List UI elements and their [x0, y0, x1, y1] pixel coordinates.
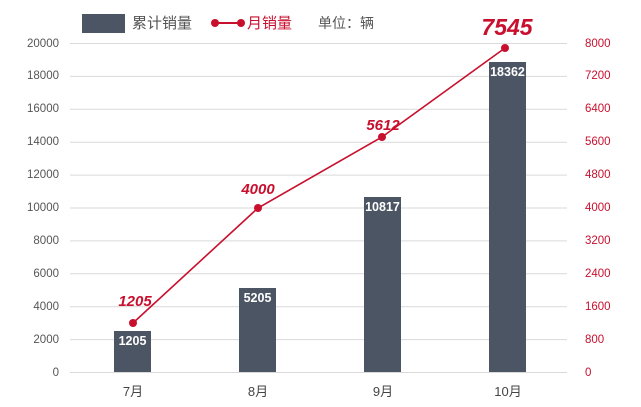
right-tick: 7200: [585, 70, 611, 83]
legend-line-label: 月销量: [247, 15, 293, 32]
line-point-label: 4000: [241, 181, 275, 198]
right-tick: 6400: [585, 103, 611, 116]
bar-value-label: 18362: [490, 65, 525, 79]
unit-label: 单位：辆: [318, 15, 374, 31]
right-tick: 8000: [585, 37, 611, 50]
left-tick: 6000: [33, 267, 59, 280]
left-tick: 4000: [33, 300, 59, 313]
left-tick: 0: [52, 366, 59, 379]
right-tick: 800: [585, 333, 605, 346]
right-tick: 3200: [585, 234, 611, 247]
right-tick: 1600: [585, 300, 611, 313]
line-point-label: 1205: [118, 293, 152, 310]
line-point-label: 5612: [366, 117, 400, 134]
left-tick: 14000: [27, 136, 59, 149]
right-tick: 0: [585, 366, 592, 379]
bar-9月: 10817: [364, 197, 401, 372]
legend-bar-swatch: [82, 14, 125, 33]
legend-line-marker-icon: [211, 19, 245, 27]
left-tick: 18000: [27, 70, 59, 83]
bar-10月: 18362: [489, 62, 526, 372]
bar-value-label: 1205: [118, 334, 147, 348]
bar-8月: 5205: [239, 288, 276, 372]
left-tick: 2000: [33, 333, 59, 346]
bar-value-label: 10817: [365, 200, 400, 214]
left-tick: 12000: [27, 169, 59, 182]
x-tick: 9月: [372, 384, 394, 399]
bar-value-label: 5205: [243, 291, 272, 305]
right-tick: 2400: [585, 267, 611, 280]
bar-7月: 1205: [114, 331, 151, 372]
left-tick: 8000: [33, 234, 59, 247]
x-tick: 8月: [247, 384, 269, 399]
right-tick: 4000: [585, 202, 611, 214]
left-tick: 16000: [27, 103, 59, 116]
right-tick: 5600: [585, 136, 611, 149]
line-point-label: 7545: [481, 14, 533, 40]
x-tick: 10月: [494, 384, 522, 399]
legend-bar-label: 累计销量: [132, 15, 193, 32]
left-tick: 20000: [27, 37, 59, 50]
right-tick: 4800: [585, 169, 611, 182]
x-tick: 7月: [122, 384, 144, 399]
left-tick: 10000: [27, 202, 59, 214]
